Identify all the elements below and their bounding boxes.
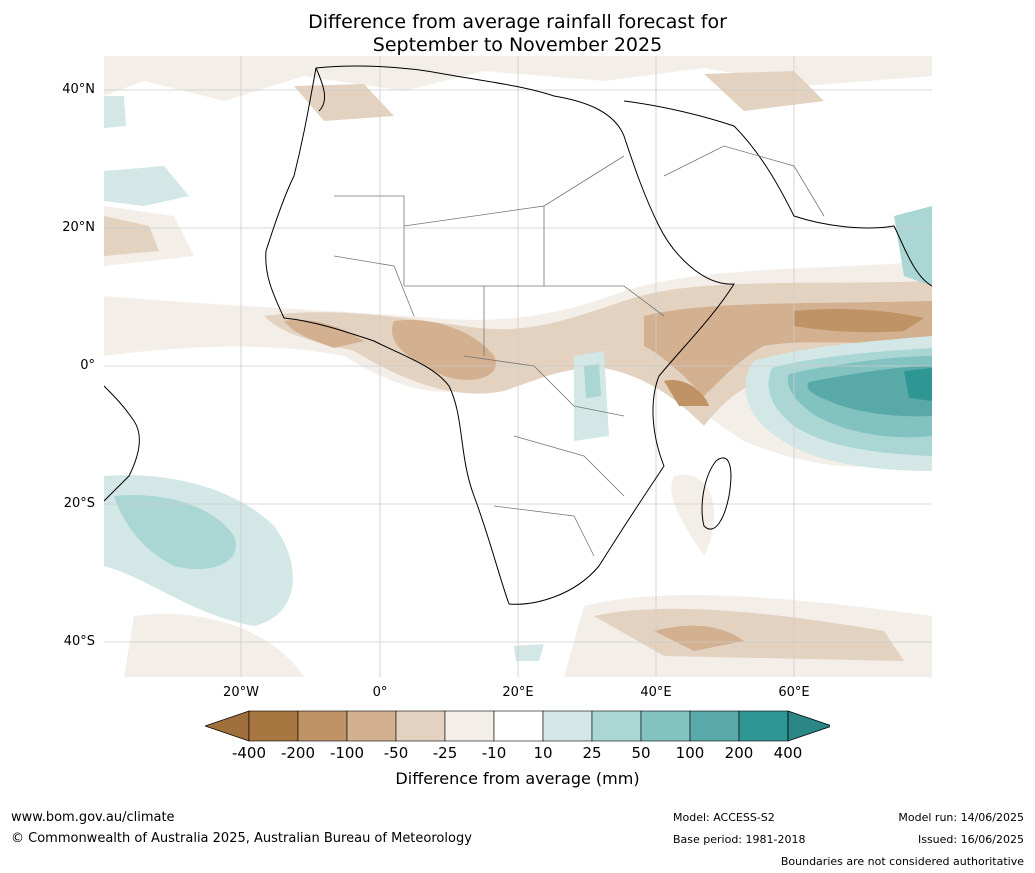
coastlines <box>104 65 932 605</box>
lon-label-20e: 20°E <box>502 685 534 700</box>
map-title-line2: September to November 2025 <box>372 34 663 56</box>
colorbar-tick-label: -50 <box>383 744 409 762</box>
colorbar-segment <box>395 710 446 742</box>
colorbar-segment <box>542 710 593 742</box>
colorbar-tick-label: 400 <box>773 744 803 762</box>
rainfall-anomaly-map <box>104 56 932 677</box>
map-title-line1: Difference from average rainfall forecas… <box>308 11 727 33</box>
lat-label-20s: 20°S <box>63 496 95 511</box>
lon-label-60e: 60°E <box>778 685 810 700</box>
lon-label-20w: 20°W <box>223 685 259 700</box>
colorbar-segment <box>591 710 642 742</box>
graticule <box>104 56 932 677</box>
colorbar-left-arrow <box>205 710 250 742</box>
colorbar-segment <box>444 710 495 742</box>
lat-label-20n: 20°N <box>62 220 95 235</box>
colorbar-segment <box>346 710 397 742</box>
colorbar-tick-label: -25 <box>432 744 458 762</box>
colorbar <box>205 710 830 742</box>
colorbar-tick-label: -200 <box>280 744 316 762</box>
colorbar-tick-label: -100 <box>329 744 365 762</box>
footer-model: Model: ACCESS-S2 <box>673 811 775 824</box>
lat-label-eq: 0° <box>80 358 95 373</box>
colorbar-segment <box>248 710 299 742</box>
colorbar-tick-label: 25 <box>582 744 602 762</box>
colorbar-tick-label: -400 <box>231 744 267 762</box>
footer-model-run: Model run: 14/06/2025 <box>898 811 1024 824</box>
lat-label-40s: 40°S <box>63 634 95 649</box>
colorbar-segment <box>640 710 691 742</box>
country-borders <box>333 145 825 557</box>
colorbar-right-arrow <box>787 710 830 742</box>
colorbar-segment <box>689 710 740 742</box>
colorbar-tick-label: 10 <box>533 744 553 762</box>
footer-issued: Issued: 16/06/2025 <box>917 833 1024 846</box>
footer-copyright: © Commonwealth of Australia 2025, Austra… <box>11 831 472 846</box>
colorbar-segment <box>297 710 348 742</box>
wet-anomaly-regions <box>104 96 932 661</box>
lon-label-0: 0° <box>372 685 388 700</box>
colorbar-tick-label: -10 <box>481 744 507 762</box>
lat-label-40n: 40°N <box>62 82 95 97</box>
colorbar-tick-label: 100 <box>675 744 705 762</box>
colorbar-segment <box>738 710 789 742</box>
footer-base-period: Base period: 1981-2018 <box>673 833 806 846</box>
footer-disclaimer: Boundaries are not considered authoritat… <box>780 855 1024 868</box>
lon-label-40e: 40°E <box>640 685 672 700</box>
footer-url: www.bom.gov.au/climate <box>11 810 175 825</box>
colorbar-tick-label: 200 <box>724 744 754 762</box>
colorbar-tick-label: 50 <box>631 744 651 762</box>
colorbar-title: Difference from average (mm) <box>395 769 640 788</box>
colorbar-segment <box>493 710 544 742</box>
